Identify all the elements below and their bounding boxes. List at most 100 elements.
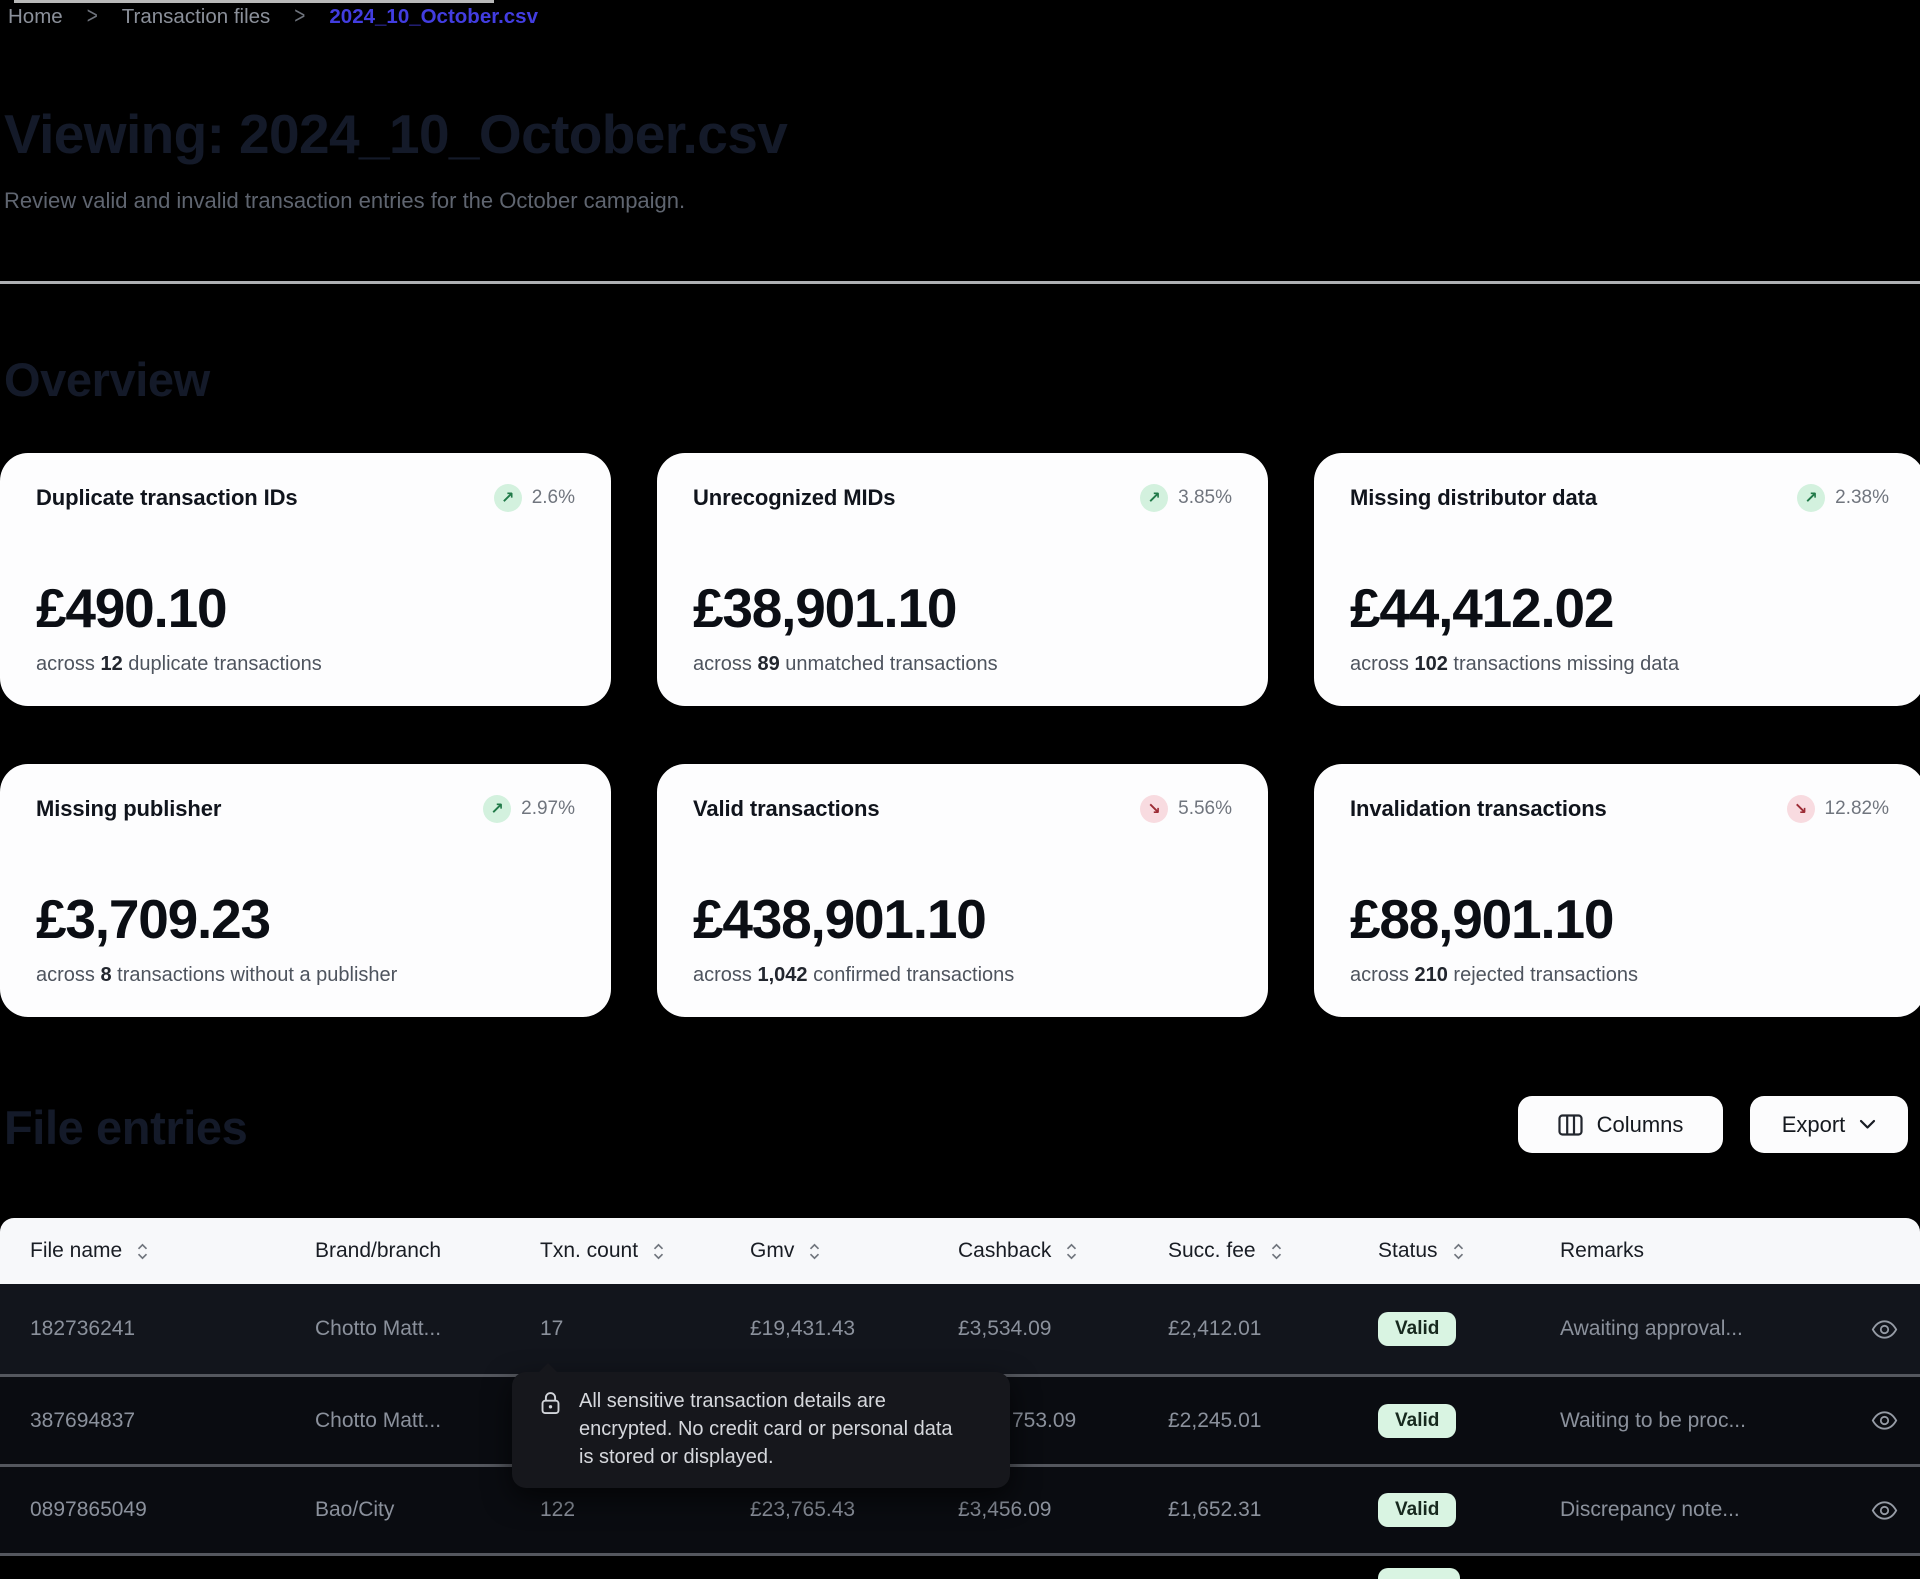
view-row-button[interactable] [1867,1316,1902,1343]
trend-up-icon: ↗ [1797,484,1826,512]
desc-across: across [693,653,752,675]
trend-badge: ↘ 5.56% [1140,795,1232,823]
stat-card-missing-publisher: Missing publisher ↗ 2.97% £3,709.23 acro… [0,764,611,1017]
chevron-right-icon: > [294,3,306,30]
lock-icon [540,1390,561,1471]
status-badge: Valid [1378,1403,1457,1438]
tooltip-caret [538,1363,558,1373]
export-button-label: Export [1781,1111,1846,1137]
column-header-succ-fee[interactable]: Succ. fee [1168,1239,1378,1263]
column-label: Cashback [958,1239,1052,1262]
column-label: Brand/branch [315,1239,442,1262]
top-edge-artifact [14,0,494,3]
breadcrumb-home[interactable]: Home [8,5,63,28]
trend-badge: ↗ 2.6% [493,484,575,512]
card-description: across 8 transactions without a publishe… [36,964,575,987]
eye-icon [1871,1411,1898,1430]
sort-icon [138,1243,148,1259]
column-header-brand-branch[interactable]: Brand/branch [315,1239,540,1263]
cell-gmv: £23,765.43 [750,1498,856,1521]
card-description: across 12 duplicate transactions [36,653,575,676]
cell-status: Valid [1378,1403,1560,1438]
desc-count: 210 [1414,964,1448,986]
sort-icon [1271,1243,1281,1259]
stat-card-invalidation-transactions: Invalidation transactions ↘ 12.82% £88,9… [1314,764,1920,1017]
row-divider [0,1553,1920,1556]
trend-down-icon: ↘ [1786,795,1815,823]
card-value: £38,901.10 [693,577,957,639]
breadcrumb-current-file[interactable]: 2024_10_October.csv [329,5,538,28]
overview-cards: Duplicate transaction IDs ↗ 2.6% £490.10… [0,453,1920,1017]
cell-succ-fee: £2,412.01 [1168,1317,1262,1340]
column-label: File name [30,1239,123,1262]
desc-count: 89 [757,653,780,675]
cell-brand-branch: Chotto Matt... [315,1408,442,1432]
trend-up-icon: ↗ [483,795,512,823]
card-value: £490.10 [36,577,228,639]
trend-up-icon: ↗ [1140,484,1169,512]
breadcrumb-transaction-files[interactable]: Transaction files [121,5,271,28]
cell-status: Valid [1378,1493,1560,1527]
view-row-button[interactable] [1867,1407,1902,1434]
tooltip-text: All sensitive transaction details are en… [579,1390,953,1468]
eye-icon [1871,1319,1898,1339]
cell-txn-count: 17 [540,1317,564,1340]
card-title: Missing distributor data [1350,485,1597,510]
trend-up-icon: ↗ [493,484,522,512]
card-description: across 1,042 confirmed transactions [693,964,1232,987]
trend-badge: ↘ 12.82% [1786,795,1889,823]
table-row[interactable]: 182736241 Chotto Matt... 17 £19,431.43 £… [0,1284,1920,1374]
trend-badge: ↗ 3.85% [1140,484,1232,512]
cell-remarks: Awaiting approval... [1560,1317,1743,1340]
column-label: Succ. fee [1168,1239,1256,1262]
eye-icon [1871,1500,1898,1520]
columns-button[interactable]: Columns [1518,1096,1723,1153]
trend-down-icon: ↘ [1140,795,1169,823]
encryption-tooltip: All sensitive transaction details are en… [512,1363,1010,1488]
cell-cashback: £3,534.09 [958,1317,1052,1340]
cell-brand-branch: Chotto Matt... [315,1317,442,1340]
sort-icon [1453,1243,1463,1259]
cell-succ-fee: £2,245.01 [1168,1408,1262,1432]
desc-rest: transactions without a publisher [117,964,398,986]
desc-across: across [36,964,95,986]
chevron-right-icon: > [86,3,98,30]
column-label: Gmv [750,1239,795,1262]
stat-card-unrecognized-mids: Unrecognized MIDs ↗ 3.85% £38,901.10 acr… [657,453,1268,706]
partial-next-row-status-badge [1378,1568,1460,1579]
status-badge: Valid [1378,1312,1457,1346]
column-label: Txn. count [540,1239,639,1262]
column-header-file-name[interactable]: File name [0,1239,315,1263]
file-entries-heading: File entries [4,1101,248,1154]
trend-percent: 2.38% [1835,487,1889,508]
card-title: Duplicate transaction IDs [36,485,298,510]
card-value: £438,901.10 [693,888,987,950]
stat-card-missing-distributor: Missing distributor data ↗ 2.38% £44,412… [1314,453,1920,706]
page-subtitle: Review valid and invalid transaction ent… [4,188,686,213]
trend-percent: 2.97% [521,798,575,819]
export-button[interactable]: Export [1750,1096,1908,1153]
cell-file-name: 182736241 [30,1317,136,1340]
column-header-txn-count[interactable]: Txn. count [540,1239,750,1263]
column-header-status[interactable]: Status [1378,1239,1560,1263]
header-divider [0,281,1920,284]
card-value: £88,901.10 [1350,888,1614,950]
status-badge: Valid [1378,1493,1457,1527]
column-label: Status [1378,1239,1438,1262]
cell-brand-branch: Bao/City [315,1498,395,1521]
column-header-remarks[interactable]: Remarks [1560,1239,1860,1263]
column-label: Remarks [1560,1239,1645,1262]
view-row-button[interactable] [1867,1497,1902,1524]
cell-file-name: 0897865049 [30,1498,147,1521]
cell-file-name: 387694837 [30,1408,136,1432]
desc-rest: rejected transactions [1453,964,1638,986]
stat-card-valid-transactions: Valid transactions ↘ 5.56% £438,901.10 a… [657,764,1268,1017]
column-header-cashback[interactable]: Cashback [958,1239,1168,1263]
column-header-gmv[interactable]: Gmv [750,1239,958,1263]
desc-count: 1,042 [757,964,808,986]
card-title: Unrecognized MIDs [693,485,896,510]
desc-rest: transactions missing data [1453,653,1680,675]
card-value: £44,412.02 [1350,577,1614,639]
cell-cashback: £3,456.09 [958,1498,1052,1521]
